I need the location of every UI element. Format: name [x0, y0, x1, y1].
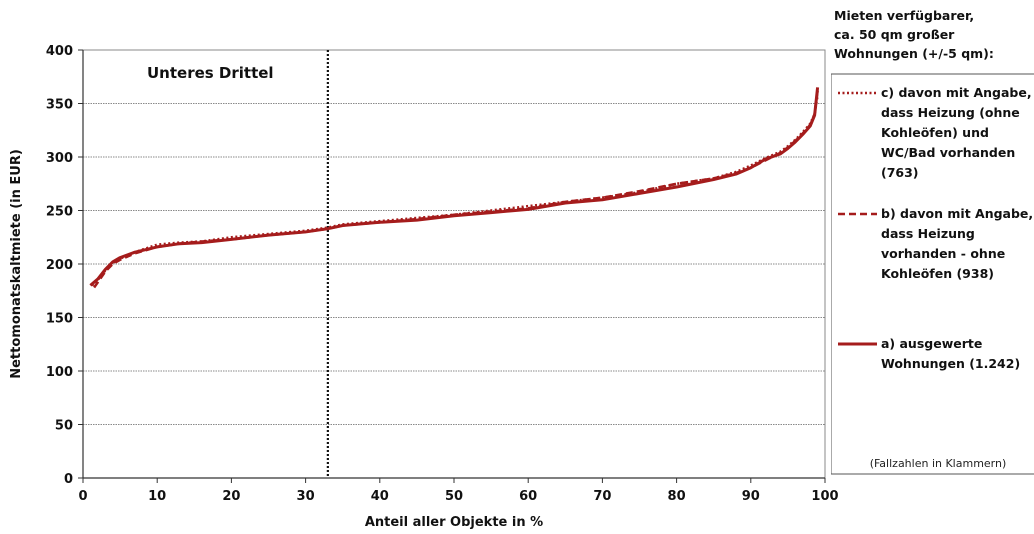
x-tick-label-40: 40 — [371, 489, 389, 504]
legend-items: c) davon mit Angabe, dass Heizung (ohne Ko… — [838, 85, 1033, 371]
legend-title-line: Mieten verfügbarer, — [834, 8, 974, 23]
x-tick-label-100: 100 — [811, 489, 838, 504]
legend-entry-line: Kohleöfen (938) — [881, 266, 994, 281]
x-tick-label-80: 80 — [668, 489, 686, 504]
x-tick-label-90: 90 — [742, 489, 760, 504]
y-tick-label-400: 400 — [46, 44, 73, 59]
legend-box — [831, 73, 1034, 475]
y-axis-title: Nettomonatskaltmiete (in EUR) — [9, 149, 24, 379]
x-axis-title: Anteil aller Objekte in % — [365, 515, 543, 530]
legend-title-line: ca. 50 qm großer — [834, 27, 955, 42]
y-tick-label-150: 150 — [46, 312, 73, 327]
legend-entry-line: dass Heizung (ohne — [881, 105, 1020, 120]
legend: Mieten verfügbarer, ca. 50 qm großer Wohnu… — [831, 8, 1034, 475]
legend-note: (Fallzahlen in Klammern) — [870, 457, 1007, 470]
x-tick-label-70: 70 — [593, 489, 611, 504]
y-tick-label-350: 350 — [46, 98, 73, 113]
x-tick-label-20: 20 — [222, 489, 240, 504]
y-tick-label-200: 200 — [46, 258, 73, 273]
x-axis-ticks: 0 10 20 30 40 50 60 70 80 90 100 — [78, 478, 839, 504]
y-tick-label-300: 300 — [46, 151, 73, 166]
x-tick-label-10: 10 — [148, 489, 166, 504]
annotation-lower-third: Unteres Drittel — [147, 64, 274, 82]
series-lines — [89, 87, 820, 289]
legend-entry-line: dass Heizung — [881, 226, 975, 241]
y-axis-ticks: 0 50 100 150 200 250 300 350 400 — [46, 44, 83, 487]
y-tick-label-50: 50 — [55, 419, 73, 434]
y-tick-label-250: 250 — [46, 205, 73, 220]
legend-entry-line: c) davon mit Angabe, — [881, 85, 1032, 100]
x-tick-label-30: 30 — [297, 489, 315, 504]
x-tick-label-50: 50 — [445, 489, 463, 504]
y-tick-label-100: 100 — [46, 365, 73, 380]
legend-entry-line: WC/Bad vorhanden — [881, 145, 1015, 160]
gridlines — [83, 49, 825, 425]
legend-entry-line: b) davon mit Angabe, — [881, 206, 1033, 221]
series-line-solid — [89, 87, 820, 287]
legend-entry-line: Kohleöfen) und — [881, 125, 989, 140]
legend-entry-line: a) ausgewerte — [881, 336, 982, 351]
legend-title: Mieten verfügbarer, ca. 50 qm großer Wohnu… — [834, 8, 994, 61]
legend-title-line: Wohnungen (+/-5 qm): — [834, 46, 994, 61]
x-tick-label-60: 60 — [519, 489, 537, 504]
legend-entry-line: (763) — [881, 165, 919, 180]
x-tick-label-0: 0 — [78, 489, 87, 504]
legend-entry-line: vorhanden - ohne — [881, 246, 1005, 261]
legend-entry-line: Wohnungen (1.242) — [881, 356, 1020, 371]
y-tick-label-0: 0 — [64, 472, 73, 487]
